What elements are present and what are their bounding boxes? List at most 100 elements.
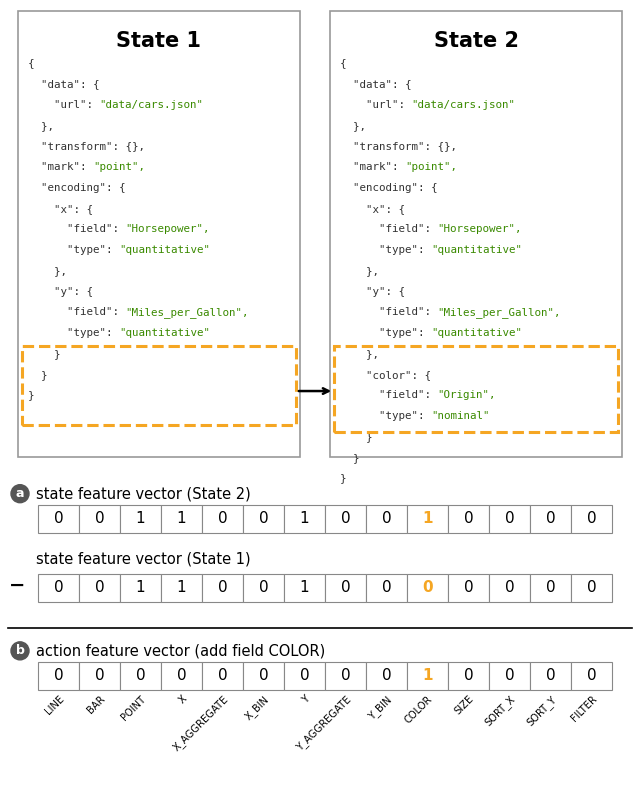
Text: "color": {: "color": {: [340, 369, 431, 380]
Text: 0: 0: [340, 669, 350, 684]
Bar: [571, 574, 612, 602]
Bar: [448, 661, 489, 690]
Bar: [571, 505, 612, 533]
Text: 0: 0: [381, 511, 391, 526]
Text: "url":: "url":: [28, 100, 99, 110]
Bar: [407, 574, 448, 602]
Text: "field":: "field":: [28, 307, 125, 318]
Text: 1: 1: [300, 511, 309, 526]
Bar: [161, 505, 202, 533]
Text: "type":: "type":: [28, 245, 119, 256]
Bar: [120, 574, 161, 602]
Bar: [366, 505, 407, 533]
Text: "data/cars.json": "data/cars.json": [99, 100, 204, 110]
Text: },: },: [28, 266, 67, 276]
Text: 0: 0: [340, 580, 350, 595]
Text: 0: 0: [505, 511, 515, 526]
Text: state feature vector (State 1): state feature vector (State 1): [36, 552, 251, 566]
Text: action feature vector (add field COLOR): action feature vector (add field COLOR): [36, 643, 325, 658]
Circle shape: [11, 485, 29, 503]
Bar: [530, 505, 571, 533]
Text: "Miles_per_Gallon",: "Miles_per_Gallon",: [125, 307, 249, 318]
Bar: [284, 505, 325, 533]
Bar: [22, 345, 296, 425]
Bar: [79, 574, 120, 602]
Bar: [79, 505, 120, 533]
Text: 0: 0: [546, 580, 556, 595]
Text: "Miles_per_Gallon",: "Miles_per_Gallon",: [438, 307, 561, 318]
Text: POINT: POINT: [119, 694, 148, 722]
Text: b: b: [15, 644, 24, 657]
Text: 0: 0: [95, 511, 104, 526]
Text: a: a: [16, 487, 24, 500]
Bar: [38, 574, 79, 602]
Text: LINE: LINE: [43, 694, 65, 716]
Bar: [243, 574, 284, 602]
Text: "quantitative": "quantitative": [431, 328, 522, 338]
Bar: [38, 505, 79, 533]
Text: 0: 0: [422, 580, 433, 595]
Text: "Horsepower",: "Horsepower",: [125, 224, 210, 234]
Text: 0: 0: [300, 669, 309, 684]
Text: 0: 0: [54, 511, 63, 526]
Text: 0: 0: [464, 511, 474, 526]
Text: FILTER: FILTER: [569, 694, 598, 724]
Bar: [120, 505, 161, 533]
Text: 0: 0: [587, 669, 596, 684]
Bar: [38, 661, 79, 690]
Text: 0: 0: [259, 669, 268, 684]
Text: 0: 0: [218, 511, 227, 526]
Bar: [161, 661, 202, 690]
Bar: [18, 11, 300, 457]
Text: 1: 1: [177, 580, 186, 595]
Text: "field":: "field":: [28, 224, 125, 234]
Bar: [448, 574, 489, 602]
Text: 0: 0: [381, 580, 391, 595]
Text: SORT_Y: SORT_Y: [524, 694, 558, 728]
Bar: [202, 505, 243, 533]
Text: 0: 0: [54, 669, 63, 684]
Text: },: },: [340, 349, 379, 359]
Bar: [325, 505, 366, 533]
Text: 0: 0: [587, 580, 596, 595]
Text: "quantitative": "quantitative": [119, 245, 210, 256]
Text: Y_BIN: Y_BIN: [367, 694, 394, 722]
Text: State 1: State 1: [116, 31, 202, 52]
Bar: [334, 345, 618, 432]
Text: }: }: [340, 474, 346, 483]
Text: 0: 0: [177, 669, 186, 684]
Bar: [448, 505, 489, 533]
Text: 0: 0: [464, 669, 474, 684]
Text: 1: 1: [422, 511, 433, 526]
Text: 0: 0: [259, 511, 268, 526]
Bar: [407, 505, 448, 533]
Text: X_AGGREGATE: X_AGGREGATE: [171, 694, 230, 754]
Bar: [366, 574, 407, 602]
Bar: [284, 661, 325, 690]
Bar: [530, 661, 571, 690]
Text: 0: 0: [381, 669, 391, 684]
Text: SIZE: SIZE: [452, 694, 476, 716]
Circle shape: [11, 642, 29, 660]
Text: 1: 1: [300, 580, 309, 595]
Text: 0: 0: [218, 580, 227, 595]
Bar: [120, 661, 161, 690]
Text: SORT_X: SORT_X: [483, 694, 517, 728]
Text: 0: 0: [505, 669, 515, 684]
Text: State 2: State 2: [433, 31, 518, 52]
Text: "encoding": {: "encoding": {: [28, 183, 125, 193]
Text: "data": {: "data": {: [28, 79, 99, 89]
Text: }: }: [340, 453, 360, 462]
Text: "y": {: "y": {: [28, 287, 93, 297]
Text: "data/cars.json": "data/cars.json": [412, 100, 515, 110]
Text: "data": {: "data": {: [340, 79, 412, 89]
Text: 1: 1: [136, 511, 145, 526]
Text: state feature vector (State 2): state feature vector (State 2): [36, 486, 251, 501]
Text: 0: 0: [54, 580, 63, 595]
Text: "x": {: "x": {: [340, 204, 405, 213]
Text: "type":: "type":: [340, 245, 431, 256]
Text: {: {: [340, 58, 346, 68]
Text: "nominal": "nominal": [431, 412, 490, 421]
Text: {: {: [28, 58, 35, 68]
Bar: [325, 574, 366, 602]
